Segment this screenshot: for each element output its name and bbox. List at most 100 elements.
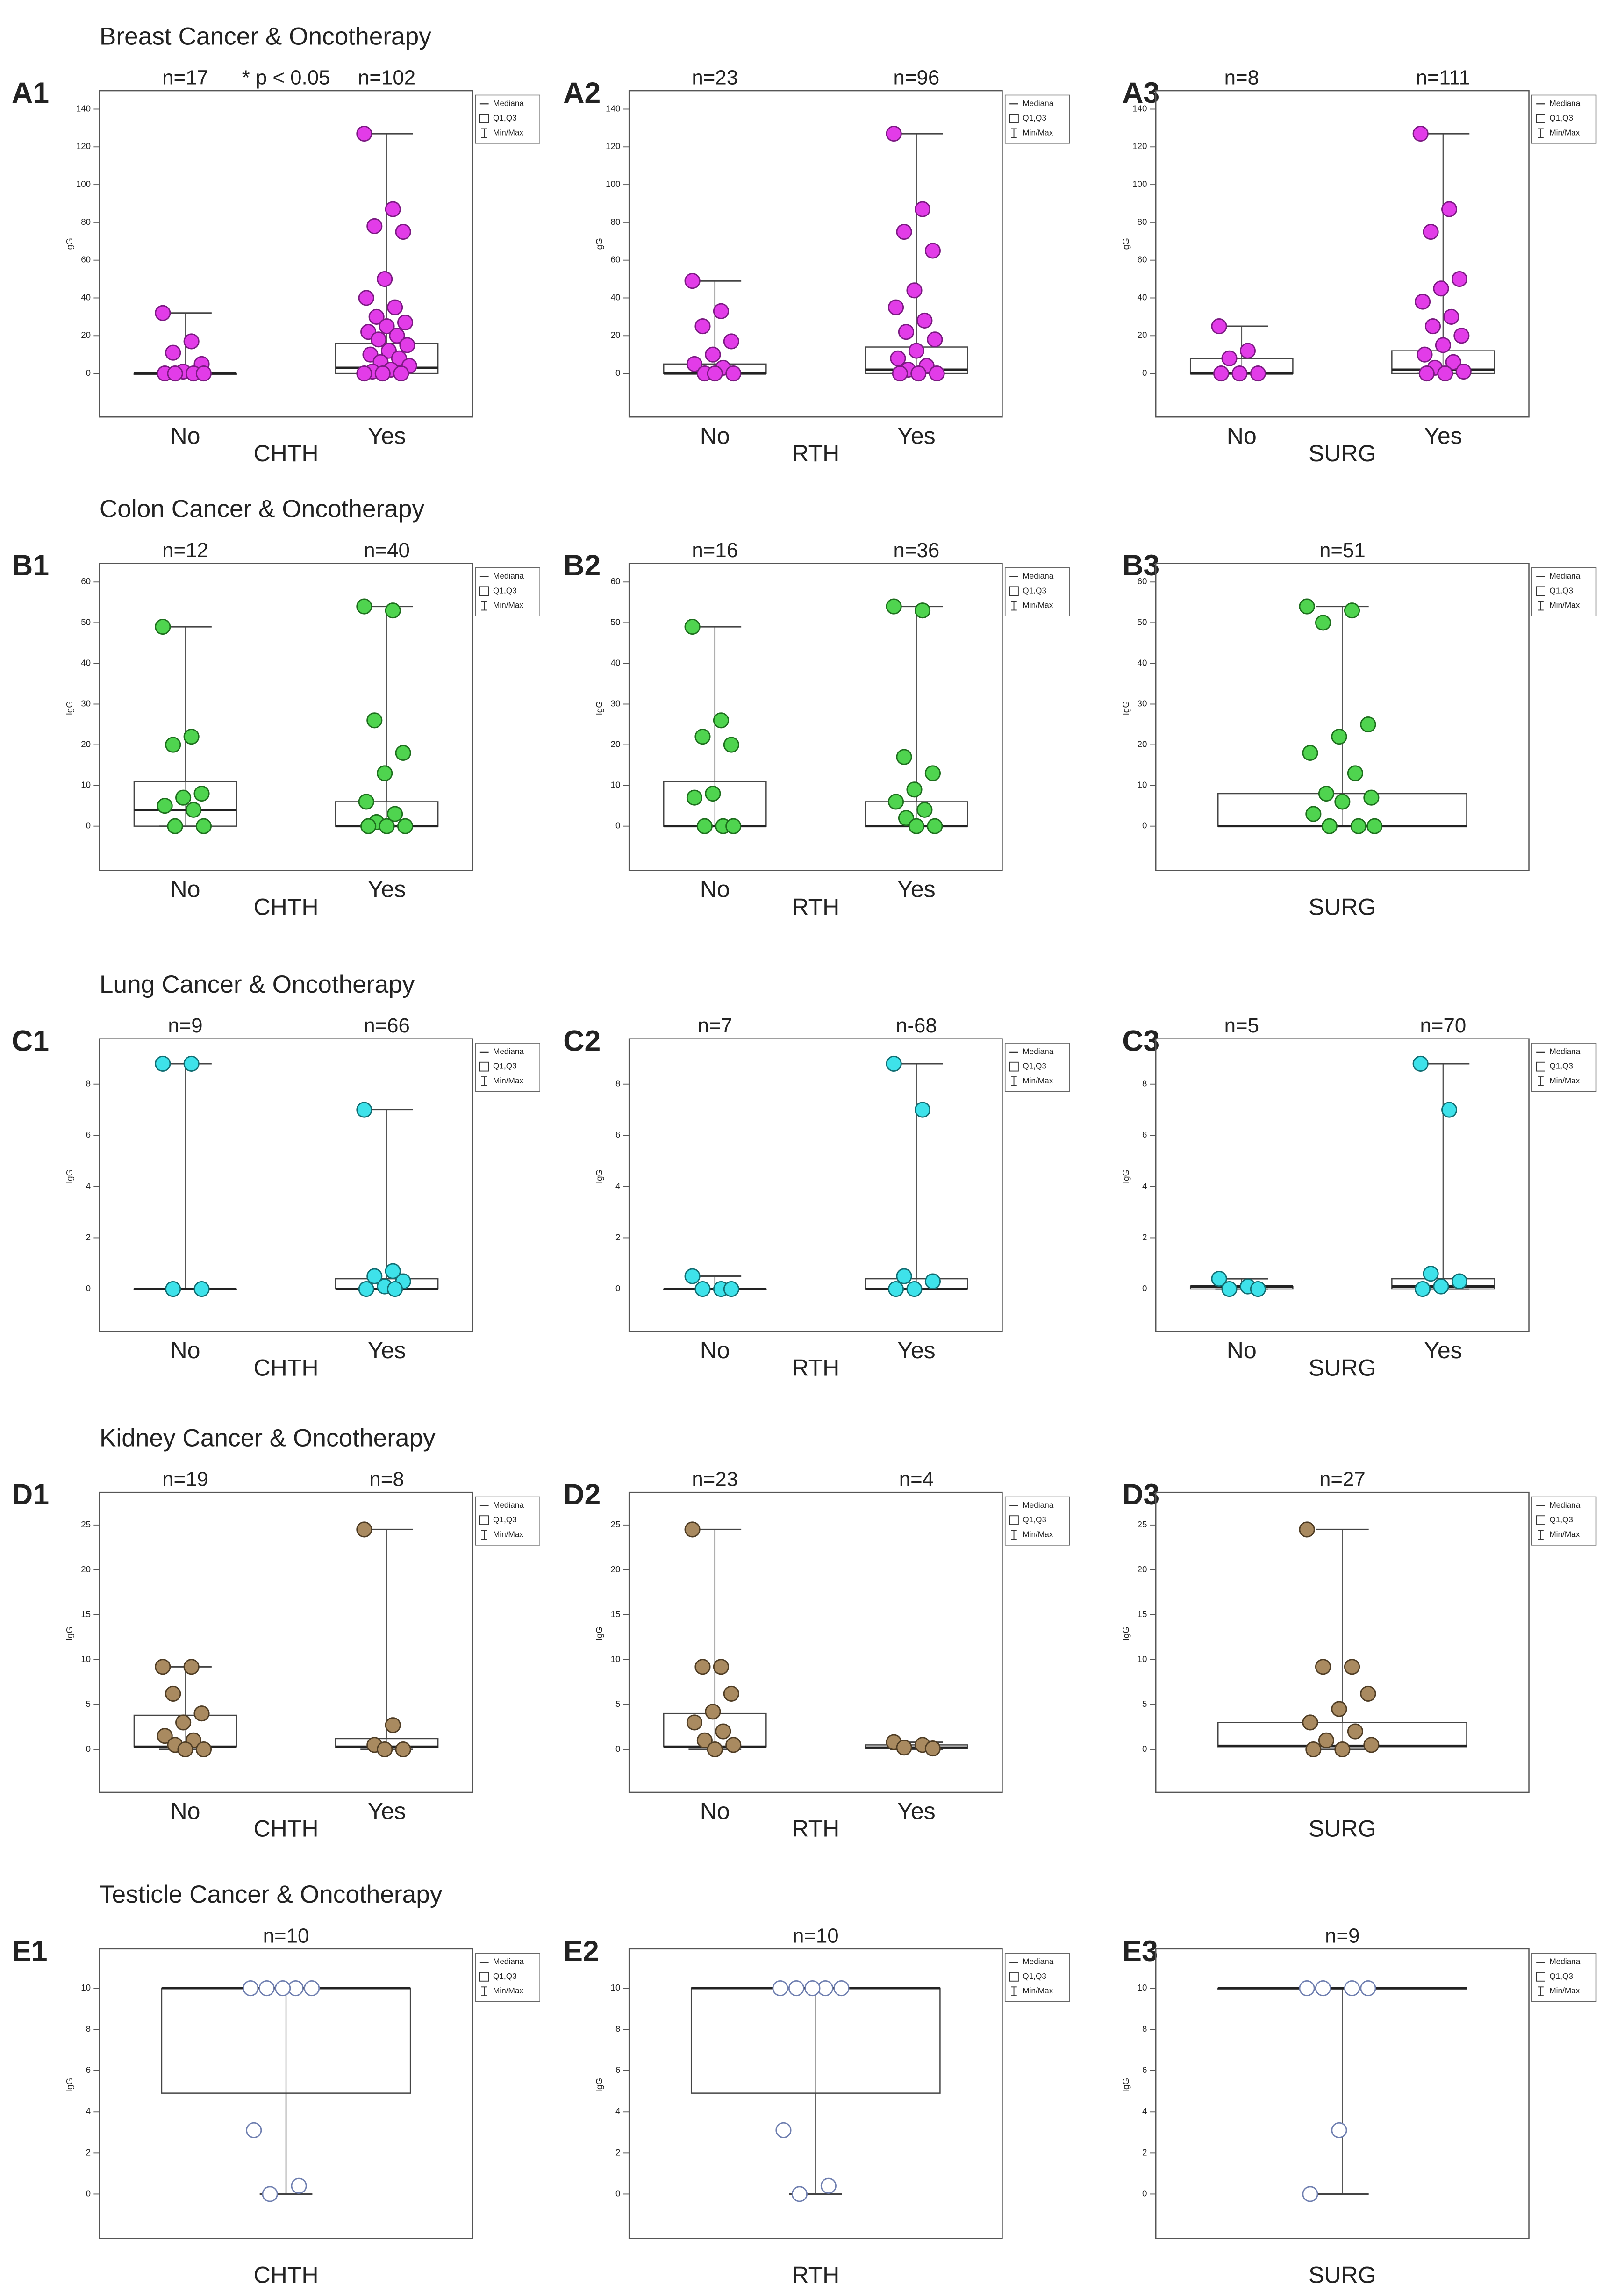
legend-whisker-key <box>1538 128 1544 138</box>
legend-entry: Mediana <box>493 99 524 108</box>
x-axis-label: SURG <box>1309 1354 1376 1381</box>
legend-entry: Min/Max <box>1549 601 1580 610</box>
y-axis-label: IgG <box>64 1626 74 1640</box>
plot-frame <box>628 1948 1003 2239</box>
data-point <box>193 1281 210 1297</box>
y-tick-label: 2 <box>86 2147 91 2157</box>
legend-frame <box>1004 567 1070 616</box>
data-point <box>155 618 171 635</box>
data-point <box>157 798 173 814</box>
data-point <box>705 346 721 363</box>
count-label: n=4 <box>899 1468 934 1491</box>
panel-label: A1 <box>12 77 49 109</box>
legend-entry: Q1,Q3 <box>1023 1061 1046 1071</box>
y-tick-label: 140 <box>1132 103 1147 113</box>
y-tick-label: 80 <box>81 217 91 227</box>
count-label: n=7 <box>698 1014 732 1037</box>
data-point <box>157 1728 173 1744</box>
y-tick-label: 2 <box>1142 1232 1147 1242</box>
data-point <box>1305 806 1322 822</box>
data-point <box>788 1980 805 1997</box>
legend-frame <box>1531 1496 1597 1546</box>
data-point <box>175 1714 192 1731</box>
legend-whisker-key <box>481 1530 487 1540</box>
legend-frame <box>1004 1953 1070 2002</box>
y-tick-label: 0 <box>615 2188 620 2198</box>
category-label: No <box>700 1337 730 1363</box>
data-point <box>1347 765 1363 781</box>
panel-label: A3 <box>1122 77 1159 109</box>
legend-box-key <box>479 114 489 123</box>
y-tick-label: 20 <box>1138 330 1147 340</box>
y-tick-label: 8 <box>86 1079 91 1089</box>
x-axis-label: RTH <box>792 2262 839 2288</box>
data-point <box>914 201 931 217</box>
data-point <box>1315 615 1331 631</box>
y-tick-label: 140 <box>76 103 91 113</box>
data-point <box>924 765 941 781</box>
legend-box-key <box>479 1515 489 1525</box>
data-point <box>1360 716 1376 733</box>
data-point <box>165 1281 181 1297</box>
data-point <box>696 1732 713 1748</box>
category-label: No <box>170 423 200 449</box>
y-tick-label: 20 <box>1138 1564 1147 1574</box>
y-tick-label: 0 <box>1142 1283 1147 1293</box>
plot-frame <box>99 563 473 871</box>
y-tick-label: 60 <box>611 255 621 265</box>
x-axis-label: SURG <box>1309 1816 1376 1842</box>
plot-frame <box>1155 1038 1530 1332</box>
data-point <box>1302 1714 1318 1731</box>
legend-box-key <box>1009 114 1019 123</box>
legend-box-key <box>1009 1972 1019 1982</box>
data-point <box>358 1281 374 1297</box>
y-tick-label: 20 <box>611 1564 621 1574</box>
data-point <box>906 781 923 798</box>
data-point <box>924 1740 941 1757</box>
y-axis-label: IgG <box>64 2078 74 2092</box>
data-point <box>791 2186 808 2202</box>
y-tick-label: 25 <box>1138 1519 1147 1529</box>
y-tick-label: 5 <box>1142 1699 1147 1709</box>
plot-frame <box>628 1491 1003 1793</box>
plot-frame <box>628 563 1003 871</box>
data-point <box>155 1055 171 1072</box>
legend-whisker-key <box>1538 1076 1544 1086</box>
y-tick-label: 0 <box>615 1283 620 1293</box>
data-point <box>387 299 403 315</box>
y-tick-label: 0 <box>1142 821 1147 831</box>
data-point <box>1445 354 1461 370</box>
y-tick-label: 50 <box>81 617 91 627</box>
data-point <box>1305 1741 1322 1758</box>
data-point <box>833 1980 850 1997</box>
y-tick-label: 2 <box>86 1232 91 1242</box>
y-tick-label: 15 <box>611 1609 621 1619</box>
data-point <box>1321 818 1338 834</box>
x-axis-label: CHTH <box>253 440 318 466</box>
legend-frame <box>1531 1043 1597 1092</box>
category-label: No <box>170 1798 200 1824</box>
data-point <box>1423 224 1439 240</box>
data-point <box>929 365 945 382</box>
data-point <box>1363 1737 1380 1753</box>
y-tick-label: 140 <box>606 103 620 113</box>
plot-frame <box>1155 1948 1530 2239</box>
data-point <box>723 1685 739 1702</box>
legend-entry: Q1,Q3 <box>493 1515 517 1524</box>
panel-label: D2 <box>563 1478 601 1511</box>
legend-box-key <box>1536 1061 1545 1072</box>
y-tick-label: 40 <box>611 292 621 302</box>
data-point <box>694 318 711 335</box>
data-point <box>890 350 906 366</box>
legend-entry: Min/Max <box>493 601 523 610</box>
data-point <box>775 2122 792 2138</box>
data-point <box>686 1714 703 1731</box>
data-point <box>193 1705 210 1722</box>
data-point <box>1453 328 1470 344</box>
y-tick-label: 5 <box>615 1699 620 1709</box>
panel-label: D1 <box>12 1478 49 1511</box>
data-point <box>246 2122 262 2138</box>
plot-frame <box>628 90 1003 418</box>
x-axis-label: RTH <box>792 894 839 920</box>
count-label: n=19 <box>162 1468 208 1491</box>
